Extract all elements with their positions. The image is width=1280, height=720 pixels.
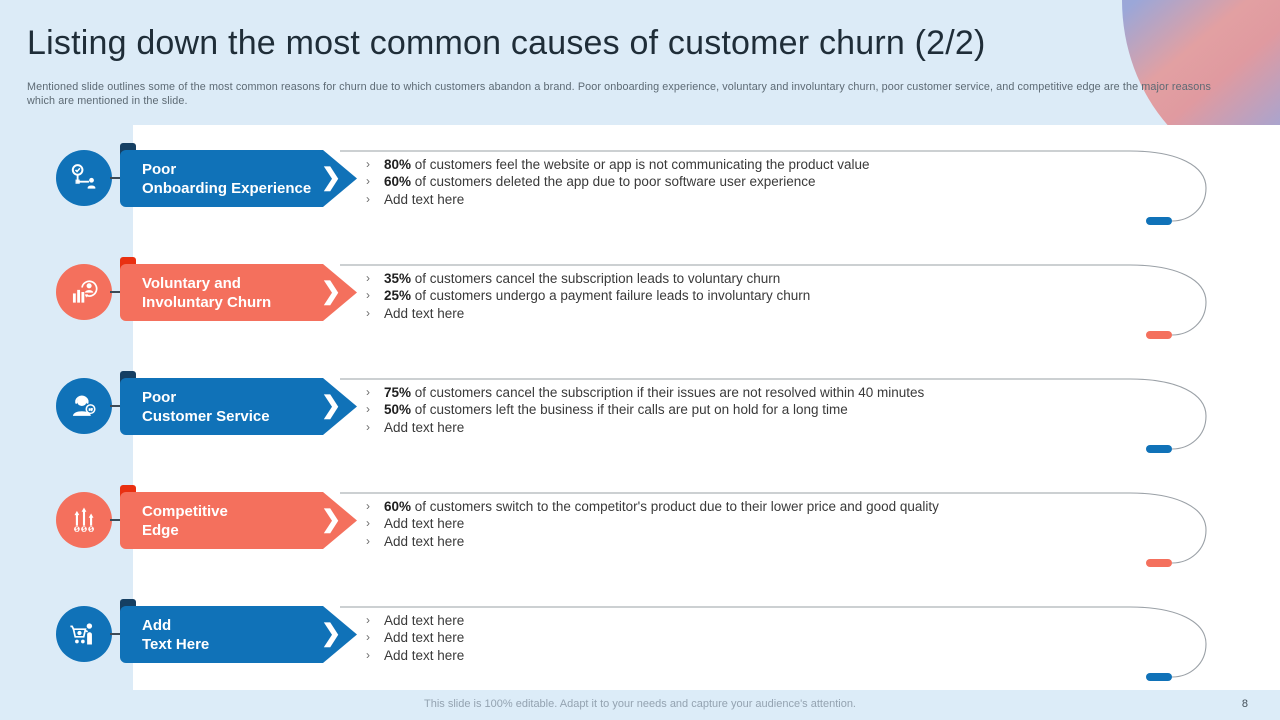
bullet-item: › Add text here [366,533,465,549]
bullet-item: › 80% of customers feel the website or ap… [366,157,870,172]
bullet-chevron: › [366,402,370,417]
bullet-list: › Add text here › Add text here › Add text … [366,612,1176,664]
bullet-chevron: › [366,385,370,399]
banner-title-line1: Poor [142,388,177,406]
banner-title-line2: Customer Service [142,407,270,425]
svg-text:$: $ [83,527,86,533]
banner-chevron-icon: ❯ [321,506,342,533]
bullet-item: › Add text here [366,630,465,646]
bullet-chevron: › [366,613,370,627]
row-accent-dash [1146,673,1172,681]
row-competitive-edge: $ $ $ Competitive Edge ❯ › 60% of custome… [0,485,1280,606]
banner-title-line2: Edge [142,521,179,539]
bullet-chevron: › [366,419,370,434]
bullet-item: › 50% of customers left the business if t… [366,402,848,418]
banner-chevron-icon: ❯ [321,392,342,419]
bullet-item: › 75% of customers cancel the subscriptio… [366,385,925,400]
banner-title-line1: Competitive [142,502,228,520]
banner-title-line2: Involuntary Churn [142,293,272,311]
onboarding-workflow-icon [56,150,112,206]
bullet-item: › 35% of customers cancel the subscriptio… [366,271,781,286]
bullet-list: › 80% of customers feel the website or ap… [366,156,1176,208]
bullet-chevron: › [366,630,370,645]
bullet-item: › Add text here [366,647,465,663]
page-title: Listing down the most common causes of c… [27,24,986,62]
footer-bar: This slide is 100% editable. Adapt it to… [0,690,1280,720]
banner-poor-customer-service: Poor Customer Service [120,378,323,435]
bullet-chevron: › [366,647,370,662]
row-outline [340,150,1207,225]
row-outline [340,378,1207,453]
icon-connector-line [110,519,122,521]
bullet-chevron: › [366,271,370,285]
icon-connector-line [110,633,122,635]
banner-competitive-edge: Competitive Edge [120,492,323,549]
bullet-chevron: › [366,516,370,531]
svg-text:$: $ [90,527,93,533]
banner-chevron-icon: ❯ [321,278,342,305]
bullet-item: › Add text here [366,516,465,532]
banner-poor-onboarding: Poor Onboarding Experience [120,150,323,207]
bullet-item: › Add text here [366,305,465,321]
row-accent-dash [1146,331,1172,339]
row-add-text-here: Add Text Here ❯ › Add text here › Add text… [0,599,1280,720]
customer-service-icon [56,378,112,434]
page-subtitle: Mentioned slide outlines some of the mos… [27,81,1212,107]
bullet-chevron: › [366,191,370,206]
bullet-list: › 35% of customers cancel the subscriptio… [366,270,1176,322]
bullet-item: › 60% of customers deleted the app due to… [366,174,816,190]
row-voluntary-involuntary-churn: Voluntary and Involuntary Churn ❯ › 35% o… [0,257,1280,378]
bullet-list: › 60% of customers switch to the competit… [366,498,1176,550]
bullet-chevron: › [366,499,370,513]
banner-title-line1: Add [142,616,172,634]
row-poor-onboarding: Poor Onboarding Experience ❯ › 80% of cus… [0,143,1280,264]
row-accent-dash [1146,445,1172,453]
banner-title-line2: Text Here [142,635,210,653]
row-accent-dash [1146,559,1172,567]
banner-voluntary-involuntary: Voluntary and Involuntary Churn [120,264,323,321]
bullet-chevron: › [366,288,370,303]
bullet-list: › 75% of customers cancel the subscriptio… [366,384,1176,436]
row-poor-customer-service: Poor Customer Service ❯ › 75% of customer… [0,371,1280,492]
banner-chevron-icon: ❯ [321,620,342,647]
banner-chevron-icon: ❯ [321,164,342,191]
bullet-chevron: › [366,174,370,189]
bullet-item: › Add text here [366,419,465,435]
banner-title-line1: Poor [142,160,177,178]
bullet-chevron: › [366,533,370,548]
bullet-chevron: › [366,305,370,320]
shopping-cart-icon [56,606,112,662]
bullet-item: › Add text here [366,613,465,628]
icon-connector-line [110,291,122,293]
bullet-item: › 60% of customers switch to the competit… [366,499,939,514]
banner-title-line2: Onboarding Experience [142,179,312,197]
row-outline [340,492,1207,567]
row-outline [340,264,1207,339]
churn-chart-icon [56,264,112,320]
bullet-item: › 25% of customers undergo a payment fail… [366,288,811,304]
svg-text:$: $ [75,527,78,533]
row-outline [340,606,1207,681]
page-number: 8 [1241,698,1248,710]
banner-title-line1: Voluntary and [142,274,241,292]
icon-connector-line [110,405,122,407]
footer-note: This slide is 100% editable. Adapt it to… [424,698,856,710]
competitive-growth-icon: $ $ $ [56,492,112,548]
bullet-item: › Add text here [366,191,465,207]
banner-add-text-here: Add Text Here [120,606,323,663]
bullet-chevron: › [366,157,370,171]
row-accent-dash [1146,217,1172,225]
icon-connector-line [110,177,122,179]
